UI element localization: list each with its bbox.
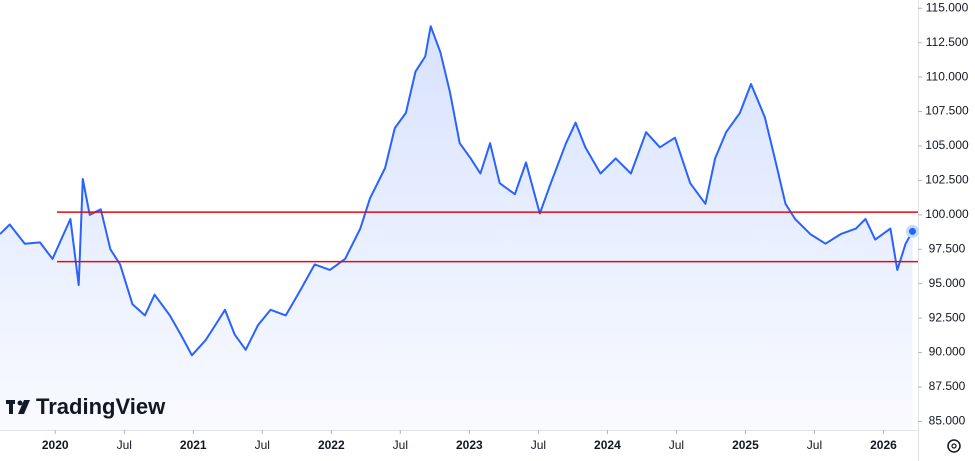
y-tick-label: 97.500 [929, 241, 966, 255]
x-tick-label: Jul [393, 438, 408, 452]
x-tick-label: 2024 [594, 438, 621, 452]
x-tick-label: Jul [117, 438, 132, 452]
y-tick-label: 87.500 [929, 379, 966, 393]
y-tick-label: 112.500 [926, 35, 969, 49]
y-tick-label: 95.000 [929, 276, 966, 290]
watermark: TradingView [36, 394, 166, 419]
x-tick-label: Jul [255, 438, 270, 452]
x-tick-label: Jul [669, 438, 684, 452]
x-tick-label: 2026 [870, 438, 897, 452]
x-tick-label: 2023 [456, 438, 483, 452]
last-price-dot [905, 224, 919, 238]
y-tick-label: 92.500 [929, 310, 966, 324]
y-tick-label: 85.000 [929, 414, 966, 428]
area-fill [0, 26, 913, 430]
y-tick-label: 100.000 [925, 207, 969, 221]
x-tick-label: Jul [531, 438, 546, 452]
y-tick-label: 115.000 [926, 0, 969, 14]
x-tick-label: Jul [807, 438, 822, 452]
y-tick-label: 105.000 [925, 138, 969, 152]
x-tick-label: 2020 [42, 438, 69, 452]
y-tick-label: 107.500 [925, 104, 969, 118]
y-tick-label: 102.500 [925, 173, 969, 187]
x-tick-label: 2021 [180, 438, 207, 452]
x-tick-label: 2025 [732, 438, 759, 452]
y-tick-label: 110.000 [926, 69, 969, 83]
price-line [0, 25, 914, 357]
x-tick-label: 2022 [318, 438, 345, 452]
y-tick-label: 90.000 [929, 345, 966, 359]
settings-icon[interactable] [947, 439, 961, 453]
